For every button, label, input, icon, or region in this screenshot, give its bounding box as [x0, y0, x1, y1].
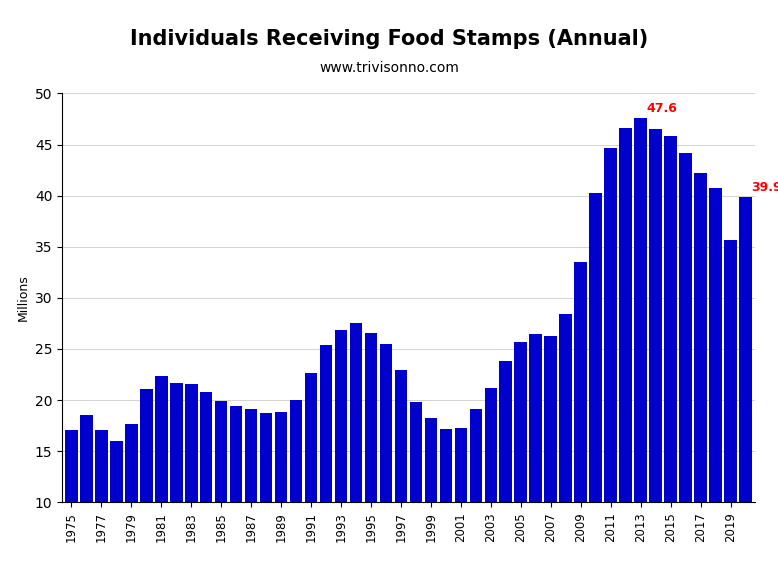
Bar [679, 152, 692, 584]
Bar [155, 376, 167, 584]
Bar [260, 413, 272, 584]
Bar [739, 197, 752, 584]
Bar [499, 361, 512, 584]
Bar [305, 374, 317, 584]
Bar [574, 262, 587, 584]
Bar [140, 389, 152, 584]
Bar [605, 148, 617, 584]
Bar [394, 370, 408, 584]
Bar [619, 128, 633, 584]
Bar [425, 418, 437, 584]
Bar [200, 392, 212, 584]
Bar [710, 189, 722, 584]
Text: 47.6: 47.6 [647, 102, 678, 115]
Bar [724, 239, 737, 584]
Bar [349, 324, 363, 584]
Bar [275, 412, 287, 584]
Bar [320, 345, 332, 584]
Text: 39.9: 39.9 [752, 180, 778, 194]
Bar [124, 423, 138, 584]
Bar [559, 314, 572, 584]
Bar [380, 344, 392, 584]
Bar [230, 406, 243, 584]
Text: www.trivisonno.com: www.trivisonno.com [319, 61, 459, 75]
Bar [664, 137, 677, 584]
Bar [245, 409, 258, 584]
Bar [335, 329, 347, 584]
Bar [184, 384, 198, 584]
Bar [80, 415, 93, 584]
Bar [65, 430, 78, 584]
Bar [365, 332, 377, 584]
Bar [110, 441, 123, 584]
Bar [590, 193, 602, 584]
Bar [634, 118, 647, 584]
Bar [485, 388, 497, 584]
Bar [545, 336, 557, 584]
Bar [95, 430, 107, 584]
Bar [514, 342, 527, 584]
Bar [170, 383, 183, 584]
Text: Individuals Receiving Food Stamps (Annual): Individuals Receiving Food Stamps (Annua… [130, 29, 648, 49]
Bar [215, 401, 227, 584]
Bar [530, 333, 542, 584]
Bar [694, 173, 707, 584]
Y-axis label: Millions: Millions [16, 274, 30, 321]
Bar [454, 427, 468, 584]
Bar [650, 129, 662, 584]
Bar [470, 409, 482, 584]
Bar [440, 429, 452, 584]
Bar [289, 400, 303, 584]
Bar [409, 402, 422, 584]
